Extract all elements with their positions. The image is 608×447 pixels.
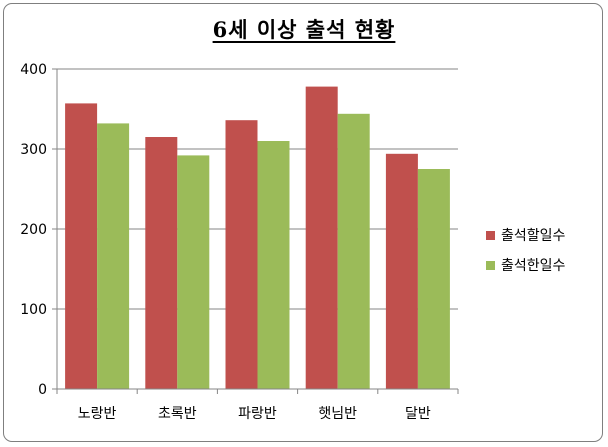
bar-series-0-4 (385, 153, 418, 389)
bar-series-0-3 (305, 86, 338, 389)
bar-series-0-1 (145, 137, 178, 389)
y-tick-label-4: 400 (20, 62, 47, 78)
bar-series-0-0 (65, 103, 98, 390)
x-tick-label-0: 노랑반 (78, 406, 117, 422)
legend-label-series-0: 출석할일수 (501, 228, 566, 244)
y-tick-label-0: 0 (38, 382, 47, 398)
chart-title: 6세 이상 출석 현황 (212, 17, 396, 42)
legend-item-series-0: 출석할일수 (486, 220, 565, 250)
tick-labels: 0 100 200 300 400 노랑반 초록반 파랑반 햇님반 달반 (20, 62, 431, 422)
bar-series-1-0 (97, 123, 130, 390)
x-tick-label-2: 파랑반 (238, 406, 277, 422)
y-tick-label-1: 100 (20, 302, 47, 318)
bars (65, 86, 450, 390)
x-tick-label-3: 햇님반 (318, 406, 357, 422)
legend-label-series-1: 출석한일수 (501, 258, 566, 274)
x-tick-label-1: 초록반 (158, 406, 197, 422)
legend-swatch-series-1 (486, 260, 495, 270)
x-tick-label-4: 달반 (405, 406, 431, 422)
axes (52, 68, 459, 394)
bar-series-1-1 (177, 155, 210, 389)
legend-swatch-series-0 (486, 230, 495, 240)
legend: 출석할일수 출석한일수 (486, 220, 565, 280)
legend-item-series-1: 출석한일수 (486, 250, 565, 280)
bar-series-1-3 (337, 113, 370, 390)
y-tick-label-3: 300 (20, 142, 47, 158)
bar-series-1-2 (257, 141, 290, 389)
bar-series-1-4 (417, 169, 450, 389)
bar-series-0-2 (225, 120, 258, 389)
y-tick-label-2: 200 (20, 222, 47, 238)
